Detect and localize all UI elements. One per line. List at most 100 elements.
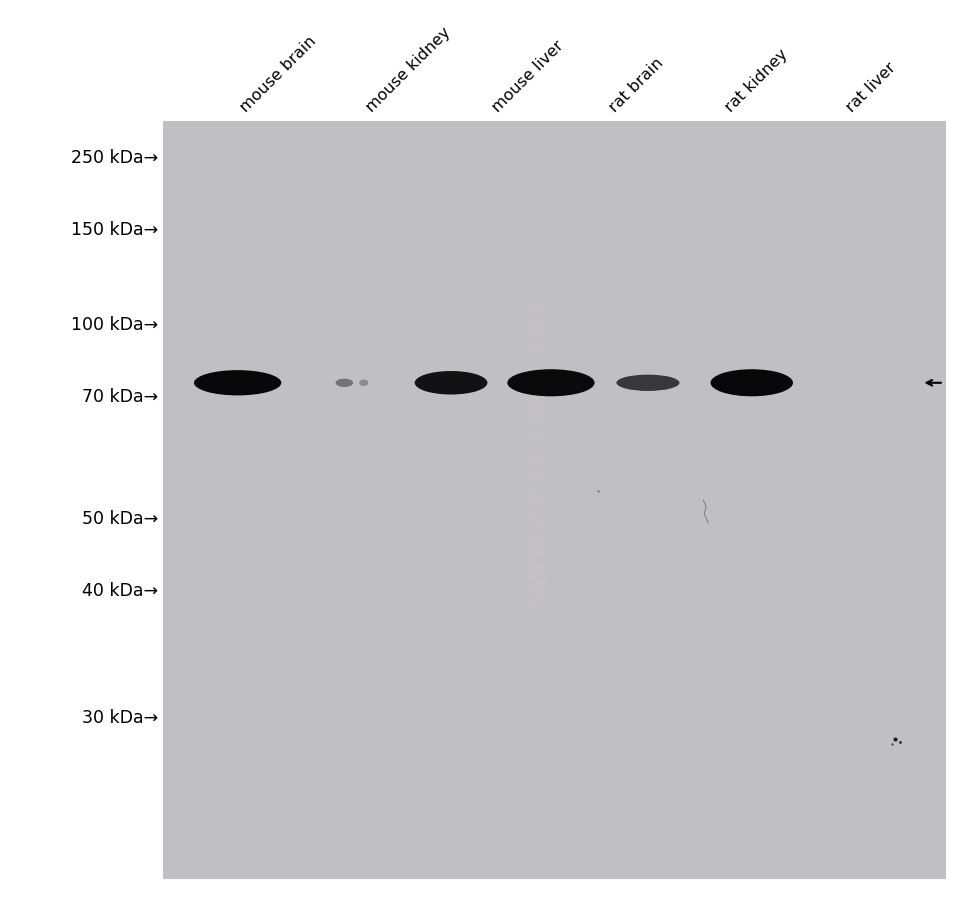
Ellipse shape xyxy=(339,382,349,385)
Ellipse shape xyxy=(360,382,366,384)
Ellipse shape xyxy=(512,372,589,395)
Ellipse shape xyxy=(204,375,270,391)
Ellipse shape xyxy=(336,380,352,387)
Ellipse shape xyxy=(338,382,350,385)
Ellipse shape xyxy=(335,380,353,387)
Ellipse shape xyxy=(737,382,765,384)
Text: 70 kDa→: 70 kDa→ xyxy=(82,388,158,406)
Ellipse shape xyxy=(619,376,675,391)
Ellipse shape xyxy=(712,372,790,395)
Ellipse shape xyxy=(418,373,484,393)
Ellipse shape xyxy=(360,382,366,385)
Ellipse shape xyxy=(359,381,367,386)
Ellipse shape xyxy=(625,379,670,388)
Ellipse shape xyxy=(218,381,257,386)
Ellipse shape xyxy=(338,381,350,386)
Ellipse shape xyxy=(337,381,351,386)
Ellipse shape xyxy=(210,378,265,389)
Text: 150 kDa→: 150 kDa→ xyxy=(71,221,158,239)
Ellipse shape xyxy=(340,382,348,384)
Ellipse shape xyxy=(359,381,367,386)
Ellipse shape xyxy=(359,381,367,386)
Ellipse shape xyxy=(530,380,571,387)
Ellipse shape xyxy=(635,382,660,384)
Ellipse shape xyxy=(207,376,267,391)
Ellipse shape xyxy=(197,372,278,395)
Text: 100 kDa→: 100 kDa→ xyxy=(71,316,158,334)
Ellipse shape xyxy=(416,373,485,394)
Ellipse shape xyxy=(714,372,788,395)
Ellipse shape xyxy=(421,374,481,392)
Ellipse shape xyxy=(727,378,775,389)
Ellipse shape xyxy=(522,377,578,391)
Ellipse shape xyxy=(200,373,275,393)
Ellipse shape xyxy=(420,374,482,392)
Ellipse shape xyxy=(720,374,782,392)
Ellipse shape xyxy=(735,382,767,385)
Ellipse shape xyxy=(338,382,350,385)
Ellipse shape xyxy=(519,375,581,391)
Ellipse shape xyxy=(510,372,591,395)
Ellipse shape xyxy=(623,378,672,389)
Text: 50 kDa→: 50 kDa→ xyxy=(82,510,158,528)
Ellipse shape xyxy=(516,373,585,393)
Ellipse shape xyxy=(340,382,348,384)
Ellipse shape xyxy=(634,382,661,385)
Ellipse shape xyxy=(513,373,588,394)
Ellipse shape xyxy=(336,380,352,387)
Ellipse shape xyxy=(422,375,480,391)
Ellipse shape xyxy=(199,373,276,394)
Ellipse shape xyxy=(628,380,667,387)
Ellipse shape xyxy=(732,380,770,387)
Ellipse shape xyxy=(618,376,676,391)
Ellipse shape xyxy=(194,371,281,396)
Ellipse shape xyxy=(209,377,266,390)
Ellipse shape xyxy=(711,371,791,396)
Ellipse shape xyxy=(433,381,468,386)
Ellipse shape xyxy=(414,372,486,395)
Ellipse shape xyxy=(629,380,666,387)
Ellipse shape xyxy=(436,382,465,385)
Ellipse shape xyxy=(212,378,263,389)
Ellipse shape xyxy=(359,381,367,386)
Text: WWW.PTGLAB.COM: WWW.PTGLAB.COM xyxy=(524,299,551,603)
Ellipse shape xyxy=(633,382,662,385)
Ellipse shape xyxy=(340,382,348,384)
Ellipse shape xyxy=(432,380,469,387)
Ellipse shape xyxy=(729,379,773,388)
Ellipse shape xyxy=(336,380,352,387)
Ellipse shape xyxy=(531,381,570,386)
Ellipse shape xyxy=(361,382,365,384)
Ellipse shape xyxy=(361,382,365,384)
Ellipse shape xyxy=(520,376,580,391)
Ellipse shape xyxy=(339,382,349,384)
Ellipse shape xyxy=(730,379,772,388)
Ellipse shape xyxy=(424,376,477,391)
Text: mouse kidney: mouse kidney xyxy=(363,24,453,115)
Ellipse shape xyxy=(423,376,478,391)
Ellipse shape xyxy=(626,379,669,388)
Ellipse shape xyxy=(359,382,367,385)
Ellipse shape xyxy=(636,382,659,384)
Ellipse shape xyxy=(715,373,787,394)
Ellipse shape xyxy=(434,381,467,386)
Text: mouse liver: mouse liver xyxy=(489,38,566,115)
Ellipse shape xyxy=(217,381,258,386)
Ellipse shape xyxy=(221,382,254,384)
Ellipse shape xyxy=(431,379,470,388)
Ellipse shape xyxy=(733,381,769,386)
Ellipse shape xyxy=(196,372,279,395)
Ellipse shape xyxy=(528,379,573,388)
Ellipse shape xyxy=(360,382,366,385)
Ellipse shape xyxy=(429,379,472,388)
Ellipse shape xyxy=(337,381,351,386)
Ellipse shape xyxy=(359,381,367,386)
Ellipse shape xyxy=(515,373,586,393)
Ellipse shape xyxy=(723,376,779,391)
Ellipse shape xyxy=(339,382,349,385)
Ellipse shape xyxy=(630,381,665,386)
Ellipse shape xyxy=(417,373,484,394)
Ellipse shape xyxy=(622,378,672,389)
Ellipse shape xyxy=(627,379,668,388)
Ellipse shape xyxy=(437,382,464,384)
